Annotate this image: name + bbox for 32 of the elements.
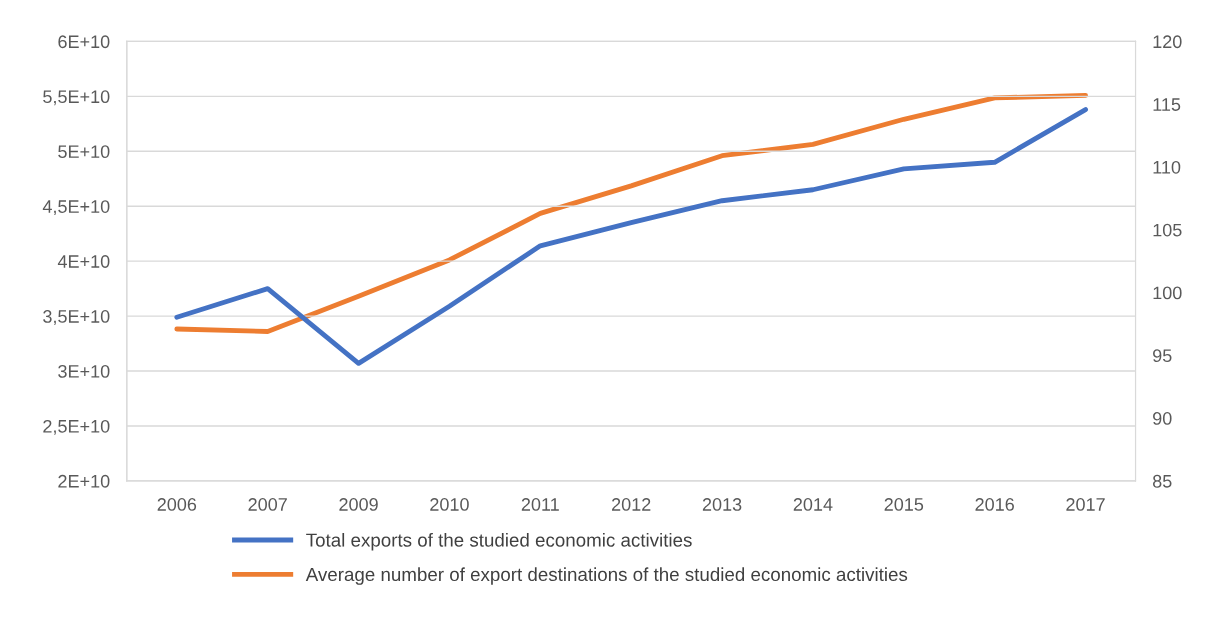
x-tick-label: 2006 [157, 498, 197, 511]
y2-tick-label: 105 [1153, 223, 1182, 237]
x-tick-label: 2013 [702, 498, 742, 511]
y2-tick-label: 85 [1152, 474, 1172, 488]
x-tick-label: 2011 [521, 498, 559, 511]
y-tick-label: 3E+10 [58, 364, 110, 378]
x-tick-label: 2015 [884, 498, 924, 511]
x-tick-label: 2014 [793, 498, 833, 511]
y-tick-label: 4,5E+10 [42, 200, 110, 216]
legend-label: Total exports of the studied economic activities [306, 532, 692, 551]
x-tick-label: 2007 [248, 498, 287, 511]
y-tick-label: 4E+10 [57, 255, 110, 268]
y2-tick-label: 90 [1153, 412, 1172, 425]
x-tick-label: 2012 [612, 498, 651, 511]
y-tick-label: 2E+10 [58, 474, 110, 488]
x-tick-label: 2010 [430, 498, 469, 511]
line-series [174, 92, 1088, 334]
y-tick-label: 3,5E+10 [43, 310, 110, 325]
x-tick-label: 2016 [975, 498, 1014, 511]
y2-tick-label: 95 [1153, 349, 1172, 363]
line-series [174, 107, 1088, 366]
y2-tick-label: 100 [1153, 286, 1182, 300]
y2-tick-label: 120 [1153, 35, 1182, 49]
x-tick-label: 2017 [1066, 498, 1105, 511]
y-tick-label: 5,5E+10 [43, 90, 110, 106]
y-tick-label: 2,5E+10 [43, 419, 110, 435]
y2-tick-label: 115 [1153, 98, 1181, 111]
y-tick-label: 5E+10 [58, 145, 110, 159]
y2-tick-label: 110 [1153, 160, 1181, 174]
x-tick-label: 2009 [339, 498, 378, 511]
legend-label: Average number of export destinations of the studied economic activities [305, 567, 908, 585]
y-tick-label: 6E+10 [58, 35, 110, 49]
